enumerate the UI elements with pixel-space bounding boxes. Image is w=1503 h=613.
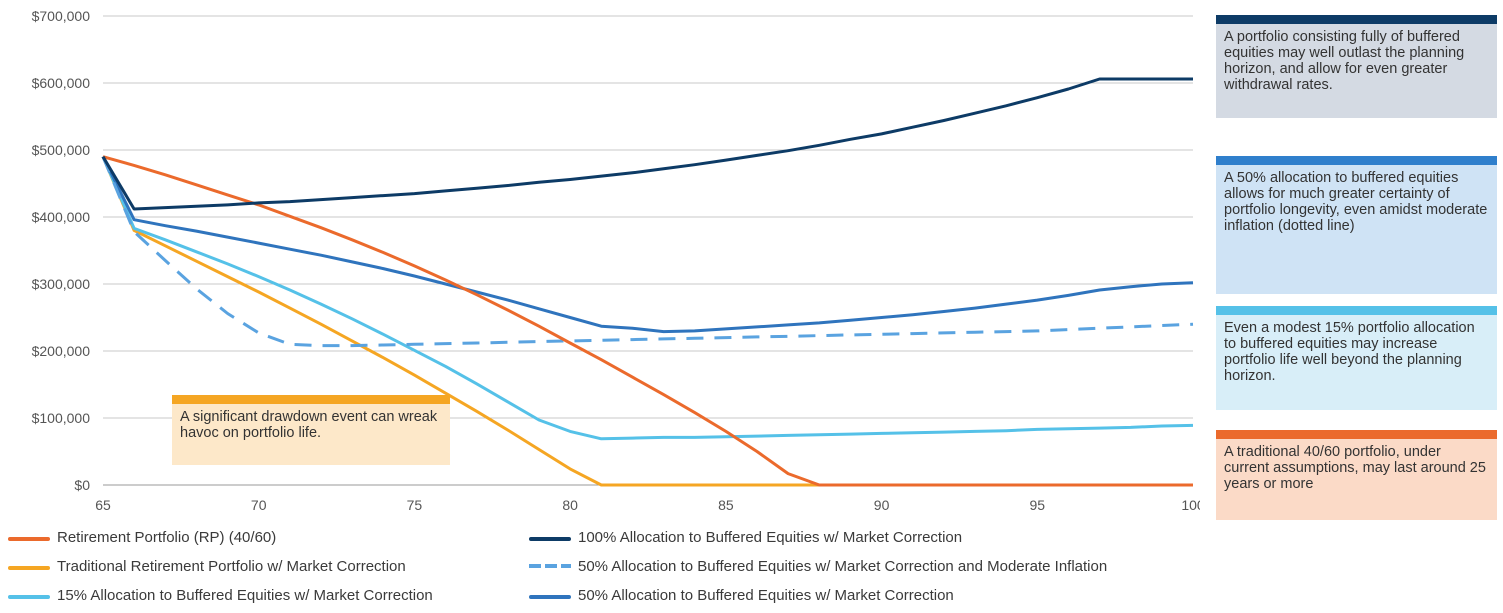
legend-label: Retirement Portfolio (RP) (40/60): [57, 529, 277, 546]
legend-swatch: [8, 566, 50, 570]
drawdown-callout-bar: [172, 395, 450, 404]
x-tick-label: 85: [718, 497, 734, 513]
legend-label: 50% Allocation to Buffered Equities w/ M…: [578, 558, 1108, 575]
series-line: [101, 77, 1193, 211]
legend-label: 100% Allocation to Buffered Equities w/ …: [578, 529, 963, 546]
y-tick-label: $300,000: [32, 276, 91, 292]
callout-50-percent-buffered: A 50% allocation to buffered equities al…: [1216, 156, 1497, 294]
callout-traditional-portfolio: A traditional 40/60 portfolio, under cur…: [1216, 430, 1497, 520]
drawdown-callout: A significant drawdown event can wreak h…: [172, 395, 450, 465]
series-lines: [101, 77, 1194, 487]
x-tick-label: 80: [562, 497, 578, 513]
callout-bar: [1216, 156, 1497, 165]
y-axis-ticks: $0 $100,000 $200,000 $300,000 $400,000 $500,0…: [32, 8, 91, 493]
y-tick-label: $200,000: [32, 343, 91, 359]
callout-bar: [1216, 306, 1497, 315]
callout-text: A 50% allocation to buffered equities al…: [1224, 170, 1488, 234]
callout-bar: [1216, 15, 1497, 24]
callout-15-percent-buffered: Even a modest 15% portfolio allocation t…: [1216, 306, 1497, 410]
y-tick-label: $100,000: [32, 410, 91, 426]
callout-text: A portfolio consisting fully of buffered…: [1224, 29, 1465, 93]
legend-swatch: [8, 595, 50, 599]
series-line: [101, 156, 1194, 334]
legend-label: 15% Allocation to Buffered Equities w/ M…: [57, 587, 433, 604]
y-tick-label: $500,000: [32, 142, 91, 158]
legend-label: Traditional Retirement Portfolio w/ Mark…: [57, 558, 406, 575]
callout-100-percent-buffered: A portfolio consisting fully of buffered…: [1216, 15, 1497, 118]
y-tick-label: $0: [74, 477, 90, 493]
legend-swatch: [8, 537, 50, 541]
x-tick-label: 90: [874, 497, 890, 513]
x-tick-label: 70: [251, 497, 267, 513]
x-tick-label: 100: [1181, 497, 1200, 513]
series-line: [101, 156, 1194, 441]
callout-text: Even a modest 15% portfolio allocation t…: [1224, 320, 1475, 384]
drawdown-callout-text: A significant drawdown event can wreak h…: [180, 409, 438, 441]
x-axis-ticks: 65 70 75 80 85 90 95 100: [95, 497, 1200, 513]
x-tick-label: 95: [1029, 497, 1045, 513]
legend-swatch: [529, 595, 571, 599]
y-tick-label: $700,000: [32, 8, 91, 24]
series-line: [102, 155, 1193, 487]
legend-swatch: [529, 537, 571, 541]
callout-text: A traditional 40/60 portfolio, under cur…: [1224, 444, 1486, 492]
y-tick-label: $400,000: [32, 209, 91, 225]
x-tick-label: 75: [407, 497, 423, 513]
legend-label: 50% Allocation to Buffered Equities w/ M…: [578, 587, 954, 604]
x-tick-label: 65: [95, 497, 111, 513]
callout-bar: [1216, 430, 1497, 439]
series-line: [101, 156, 1194, 348]
y-tick-label: $600,000: [32, 75, 91, 91]
chart-legend: Retirement Portfolio (RP) (40/60) Tradit…: [8, 528, 1208, 613]
legend-swatch: [529, 564, 571, 568]
line-chart: $0 $100,000 $200,000 $300,000 $400,000 $500,0…: [32, 8, 1200, 513]
